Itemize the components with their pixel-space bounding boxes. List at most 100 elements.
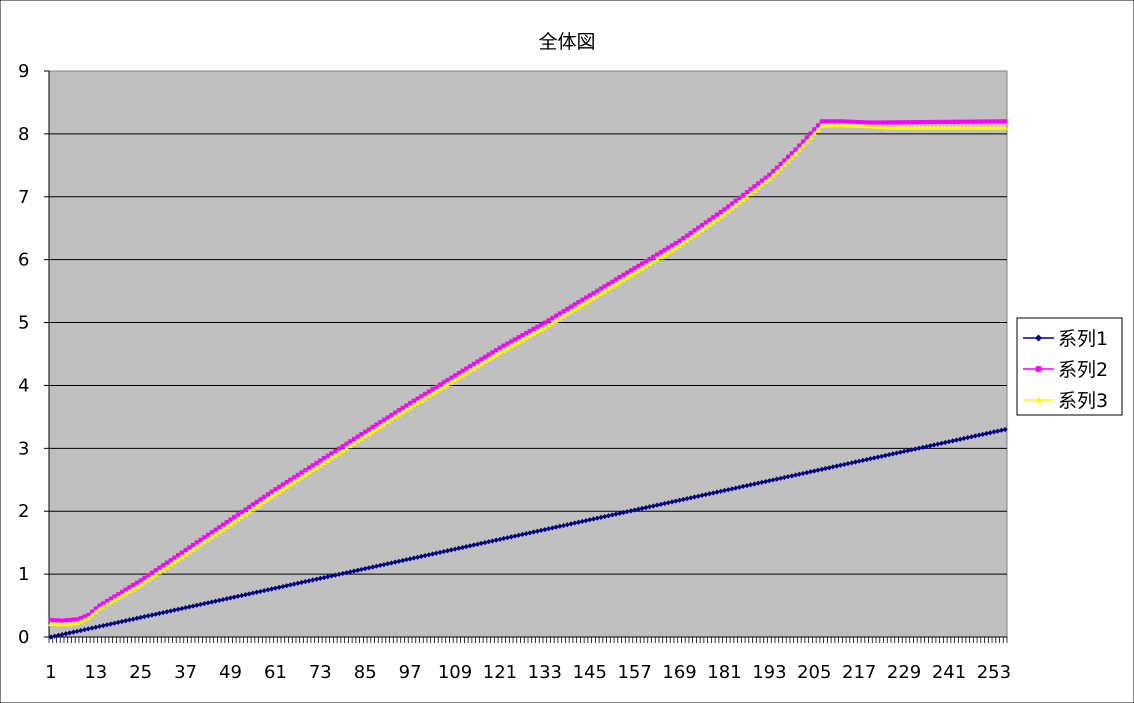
data-point xyxy=(714,212,720,217)
data-point xyxy=(284,484,290,490)
data-point xyxy=(640,261,645,266)
y-tick-label: 3 xyxy=(18,438,29,459)
data-point xyxy=(871,123,877,129)
data-point xyxy=(156,569,162,575)
data-point xyxy=(987,430,993,436)
data-point xyxy=(298,474,305,480)
data-point xyxy=(74,617,80,622)
data-point xyxy=(661,500,668,507)
data-point xyxy=(280,486,286,492)
data-point xyxy=(149,570,154,575)
data-point xyxy=(205,532,211,537)
data-point xyxy=(205,536,211,542)
data-point xyxy=(822,465,829,472)
data-point xyxy=(609,284,615,289)
data-point xyxy=(161,563,166,568)
data-point xyxy=(55,621,61,627)
data-point xyxy=(78,618,84,624)
data-point xyxy=(123,590,129,596)
data-point xyxy=(295,472,300,477)
data-point xyxy=(235,516,241,522)
data-point xyxy=(897,125,903,130)
x-tick-label: 181 xyxy=(707,662,741,683)
data-point xyxy=(759,178,764,183)
data-point xyxy=(774,476,780,482)
x-tick-label: 241 xyxy=(932,662,966,683)
data-point xyxy=(564,522,570,528)
data-point xyxy=(168,562,174,567)
data-point xyxy=(875,120,880,125)
data-point xyxy=(923,125,930,130)
data-point xyxy=(55,632,61,638)
data-point xyxy=(183,547,188,553)
data-point xyxy=(269,586,275,592)
data-point xyxy=(579,302,585,307)
data-point xyxy=(980,125,986,130)
data-point xyxy=(872,120,877,125)
data-point xyxy=(231,594,237,600)
data-point xyxy=(894,120,899,125)
data-point xyxy=(519,337,525,343)
data-point xyxy=(172,555,177,560)
data-point xyxy=(789,151,794,156)
data-point xyxy=(549,525,555,531)
data-point xyxy=(710,219,716,225)
data-point xyxy=(942,125,948,130)
data-point xyxy=(625,270,630,275)
data-point xyxy=(403,407,409,412)
data-point xyxy=(348,439,353,444)
data-point xyxy=(66,630,73,636)
data-point xyxy=(96,623,103,630)
data-point xyxy=(770,172,776,178)
data-point xyxy=(684,233,690,238)
data-point xyxy=(950,438,956,444)
data-point xyxy=(782,158,787,163)
data-point xyxy=(381,561,387,568)
data-point xyxy=(650,503,656,509)
data-point xyxy=(643,263,649,269)
legend-label: 系列1 xyxy=(1058,328,1108,350)
data-point xyxy=(998,427,1004,433)
data-point xyxy=(740,483,746,490)
data-point xyxy=(897,449,903,455)
data-point xyxy=(209,599,215,605)
data-point xyxy=(740,197,746,202)
data-point xyxy=(182,605,189,611)
data-point xyxy=(419,394,424,399)
chart-title: 全体図 xyxy=(538,31,595,53)
data-point xyxy=(867,123,874,129)
data-point xyxy=(703,491,709,498)
data-point xyxy=(418,398,424,403)
data-point xyxy=(789,155,795,160)
data-point xyxy=(595,288,600,293)
data-point xyxy=(157,565,162,570)
data-point xyxy=(202,535,207,540)
data-point xyxy=(328,455,335,461)
data-point xyxy=(100,623,106,629)
data-point xyxy=(97,603,102,608)
data-point xyxy=(452,373,458,378)
legend-box xyxy=(1016,317,1123,416)
data-point xyxy=(123,587,128,592)
data-point xyxy=(389,412,394,418)
data-point xyxy=(565,306,570,312)
data-point xyxy=(647,504,653,510)
data-point xyxy=(602,288,608,294)
data-point xyxy=(557,315,563,321)
data-point xyxy=(830,464,836,470)
data-point xyxy=(871,455,877,461)
data-point xyxy=(63,631,69,637)
data-point xyxy=(520,333,525,338)
data-point xyxy=(531,326,536,331)
data-point xyxy=(141,614,148,620)
data-point xyxy=(572,520,578,526)
data-point xyxy=(942,439,948,446)
data-point xyxy=(635,268,641,273)
legend-marker xyxy=(1035,396,1042,403)
data-point xyxy=(482,354,488,360)
data-point xyxy=(228,517,233,522)
data-point xyxy=(385,561,391,567)
data-point xyxy=(138,578,143,583)
data-point xyxy=(56,618,61,623)
